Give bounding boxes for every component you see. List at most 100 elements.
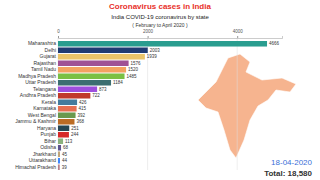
tick: Madhya Pradesh xyxy=(18,73,56,79)
category-label: Maharashtra xyxy=(28,40,56,46)
bar xyxy=(58,164,60,170)
bar xyxy=(58,145,61,151)
data-label: 2003 xyxy=(150,48,161,53)
bar xyxy=(58,151,60,157)
tick: Karnataka xyxy=(33,105,56,111)
annotation: Total: 18,580 xyxy=(264,169,312,178)
tick: 4000 xyxy=(233,29,244,38)
data-label: 1520 xyxy=(128,67,139,72)
annotation: 18-04-2020 xyxy=(271,158,312,167)
title: Coronavirus cases in India xyxy=(109,2,211,11)
tick-mark xyxy=(58,36,59,38)
tick: 2000 xyxy=(143,29,154,38)
bar xyxy=(58,80,111,86)
bars xyxy=(58,41,267,170)
tick: Odisha xyxy=(40,144,56,150)
data-labels: 4666 20031939 15761520 1485 1184 873722 426415… xyxy=(62,41,280,169)
tick: West Bengal xyxy=(28,112,56,118)
tick: Jharkhand xyxy=(33,151,57,157)
data-label: 44 xyxy=(62,158,68,163)
data-label: 39 xyxy=(62,165,68,170)
bar xyxy=(58,99,77,105)
axis-line xyxy=(59,36,283,39)
bar xyxy=(58,125,69,131)
data-label: 873 xyxy=(99,87,107,92)
data-label: 426 xyxy=(79,100,87,105)
grid xyxy=(58,38,237,170)
data-label: 1184 xyxy=(113,80,123,85)
category-label: Karnataka xyxy=(33,105,56,111)
category-label: Madhya Pradesh xyxy=(18,73,56,79)
tick-mark xyxy=(237,36,238,38)
bar xyxy=(58,67,126,73)
bar xyxy=(58,158,60,164)
data-label: 244 xyxy=(71,132,79,137)
category-label: Punjab xyxy=(40,131,56,137)
tick: Bihar xyxy=(44,138,56,144)
category-label: Gujarat xyxy=(40,53,57,59)
category-label: Uttar Pradesh xyxy=(25,79,56,85)
category-label: Jharkhand xyxy=(33,151,57,157)
category-label: Haryana xyxy=(37,125,56,131)
annotation: ( February to April 2020 ) xyxy=(132,22,188,28)
data-label: 251 xyxy=(71,126,79,131)
data-label: 1939 xyxy=(147,54,158,59)
tick-label: 0 xyxy=(57,29,60,34)
data-label: 4666 xyxy=(269,41,280,46)
bar xyxy=(58,54,145,60)
category-label: Andhra Pradesh xyxy=(20,92,56,98)
data-label: 113 xyxy=(65,139,73,144)
tick: 0 xyxy=(57,29,60,38)
map-outline xyxy=(198,54,296,158)
tick: Haryana xyxy=(37,125,56,131)
data-label: 392 xyxy=(78,113,86,118)
tick: Rajasthan xyxy=(33,60,56,66)
tick: Andhra Pradesh xyxy=(20,92,56,98)
chart: 0 2000 4000 MaharashtraDelhiGujaratRajastha… xyxy=(0,0,320,180)
tick: Telangana xyxy=(33,86,56,92)
y-axis: MaharashtraDelhiGujaratRajasthanTamil Na… xyxy=(15,40,56,169)
tick-label: 2000 xyxy=(143,29,154,34)
category-label: Himachal Pradesh xyxy=(15,164,56,170)
data-label: 368 xyxy=(76,119,84,124)
category-label: Tamil Nadu xyxy=(31,66,56,72)
tick-mark xyxy=(148,36,149,38)
subtitle: India COVID-19 coronavirus by state xyxy=(111,14,209,20)
category-label: Odisha xyxy=(40,144,56,150)
data-label: 415 xyxy=(79,106,87,111)
bar xyxy=(58,106,77,112)
bar xyxy=(58,41,267,47)
tick: Gujarat xyxy=(40,53,57,59)
tick: Tamil Nadu xyxy=(31,66,56,72)
tick: Himachal Pradesh xyxy=(15,164,56,170)
tick: Delhi xyxy=(45,47,56,53)
data-label: 45 xyxy=(62,152,68,157)
bar xyxy=(58,47,148,53)
tick: Uttarakhand xyxy=(29,157,56,163)
category-label: West Bengal xyxy=(28,112,56,118)
bar xyxy=(58,73,125,79)
tick: Jammu & Kashmir xyxy=(15,118,56,124)
data-label: 1485 xyxy=(127,74,138,79)
tick: Punjab xyxy=(40,131,56,137)
bar xyxy=(58,138,63,144)
category-label: Jammu & Kashmir xyxy=(15,118,56,124)
tick-label: 4000 xyxy=(233,29,244,34)
bar xyxy=(58,132,69,138)
category-label: Telangana xyxy=(33,86,56,92)
category-label: Delhi xyxy=(45,47,56,53)
data-label: 68 xyxy=(63,145,69,150)
data-label: 1576 xyxy=(131,61,142,66)
category-label: Bihar xyxy=(44,138,56,144)
category-label: Kerala xyxy=(42,99,57,105)
data-label: 722 xyxy=(92,93,100,98)
bar xyxy=(58,93,90,99)
bar xyxy=(58,119,74,125)
category-label: Uttarakhand xyxy=(29,157,56,163)
tick: Uttar Pradesh xyxy=(25,79,56,85)
grid-line xyxy=(237,38,238,170)
x-axis: 0 2000 4000 xyxy=(57,29,282,39)
bar xyxy=(58,60,129,66)
category-label: Rajasthan xyxy=(33,60,56,66)
bar xyxy=(58,86,97,92)
